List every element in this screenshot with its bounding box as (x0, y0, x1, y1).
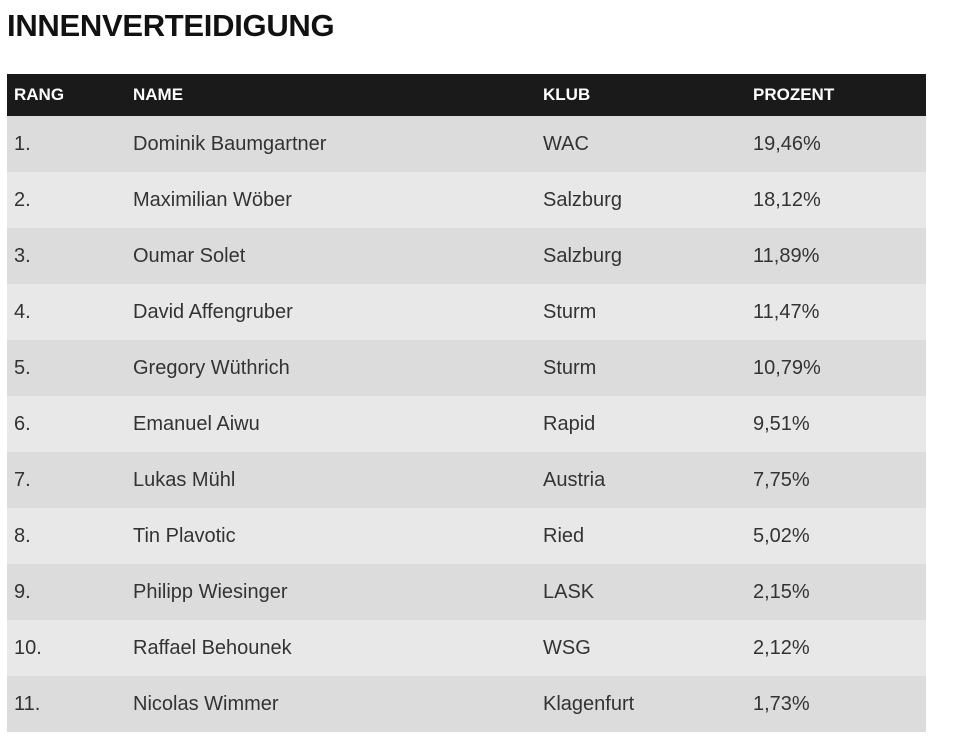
header-name: NAME (126, 74, 536, 116)
table-row: 7. Lukas Mühl Austria 7,75% (7, 452, 926, 508)
cell-klub: WSG (536, 620, 746, 676)
cell-rang: 10. (7, 620, 126, 676)
cell-name: Emanuel Aiwu (126, 396, 536, 452)
cell-prozent: 10,79% (746, 340, 926, 396)
cell-klub: Sturm (536, 340, 746, 396)
table-row: 10. Raffael Behounek WSG 2,12% (7, 620, 926, 676)
cell-name: David Affengruber (126, 284, 536, 340)
cell-rang: 1. (7, 116, 126, 172)
cell-rang: 11. (7, 676, 126, 732)
cell-prozent: 2,12% (746, 620, 926, 676)
cell-rang: 3. (7, 228, 126, 284)
table-row: 4. David Affengruber Sturm 11,47% (7, 284, 926, 340)
cell-name: Maximilian Wöber (126, 172, 536, 228)
table-row: 6. Emanuel Aiwu Rapid 9,51% (7, 396, 926, 452)
cell-prozent: 19,46% (746, 116, 926, 172)
table-row: 11. Nicolas Wimmer Klagenfurt 1,73% (7, 676, 926, 732)
cell-rang: 6. (7, 396, 126, 452)
cell-name: Dominik Baumgartner (126, 116, 536, 172)
cell-name: Lukas Mühl (126, 452, 536, 508)
cell-name: Gregory Wüthrich (126, 340, 536, 396)
header-rang: RANG (7, 74, 126, 116)
table-header: RANG NAME KLUB PROZENT (7, 74, 926, 116)
table-body: 1. Dominik Baumgartner WAC 19,46% 2. Max… (7, 116, 926, 732)
cell-rang: 8. (7, 508, 126, 564)
cell-name: Tin Plavotic (126, 508, 536, 564)
cell-rang: 2. (7, 172, 126, 228)
cell-prozent: 2,15% (746, 564, 926, 620)
table-row: 9. Philipp Wiesinger LASK 2,15% (7, 564, 926, 620)
cell-prozent: 9,51% (746, 396, 926, 452)
cell-prozent: 11,47% (746, 284, 926, 340)
cell-klub: WAC (536, 116, 746, 172)
cell-prozent: 11,89% (746, 228, 926, 284)
cell-prozent: 5,02% (746, 508, 926, 564)
cell-klub: LASK (536, 564, 746, 620)
cell-name: Raffael Behounek (126, 620, 536, 676)
cell-rang: 4. (7, 284, 126, 340)
cell-rang: 7. (7, 452, 126, 508)
cell-klub: Sturm (536, 284, 746, 340)
cell-name: Philipp Wiesinger (126, 564, 536, 620)
header-prozent: PROZENT (746, 74, 926, 116)
cell-prozent: 1,73% (746, 676, 926, 732)
cell-prozent: 18,12% (746, 172, 926, 228)
cell-rang: 5. (7, 340, 126, 396)
cell-klub: Salzburg (536, 228, 746, 284)
cell-prozent: 7,75% (746, 452, 926, 508)
page-title: INNENVERTEIDIGUNG (7, 8, 335, 43)
ranking-table: RANG NAME KLUB PROZENT 1. Dominik Baumga… (7, 74, 926, 732)
header-klub: KLUB (536, 74, 746, 116)
table-row: 5. Gregory Wüthrich Sturm 10,79% (7, 340, 926, 396)
cell-klub: Klagenfurt (536, 676, 746, 732)
table-header-row: RANG NAME KLUB PROZENT (7, 74, 926, 116)
cell-rang: 9. (7, 564, 126, 620)
cell-klub: Rapid (536, 396, 746, 452)
table-row: 3. Oumar Solet Salzburg 11,89% (7, 228, 926, 284)
table-row: 8. Tin Plavotic Ried 5,02% (7, 508, 926, 564)
table-row: 1. Dominik Baumgartner WAC 19,46% (7, 116, 926, 172)
cell-name: Nicolas Wimmer (126, 676, 536, 732)
cell-klub: Salzburg (536, 172, 746, 228)
cell-klub: Ried (536, 508, 746, 564)
cell-name: Oumar Solet (126, 228, 536, 284)
cell-klub: Austria (536, 452, 746, 508)
table-row: 2. Maximilian Wöber Salzburg 18,12% (7, 172, 926, 228)
